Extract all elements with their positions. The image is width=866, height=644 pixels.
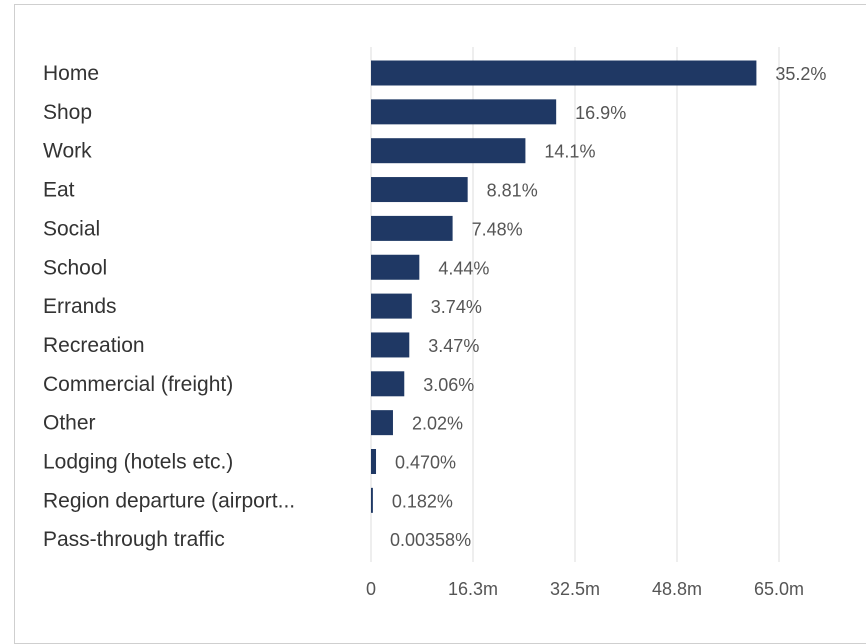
x-tick-label: 16.3m <box>448 579 498 599</box>
value-label: 3.06% <box>423 375 474 395</box>
bar <box>371 254 420 280</box>
bar <box>371 177 468 203</box>
value-label: 7.48% <box>472 219 523 239</box>
bar <box>371 332 410 358</box>
category-label: Eat <box>43 179 75 202</box>
x-tick-label: 0 <box>366 579 376 599</box>
bar <box>371 449 377 474</box>
bars <box>371 60 757 513</box>
category-label: Home <box>43 62 99 85</box>
category-label: Errands <box>43 295 117 318</box>
value-label: 16.9% <box>575 103 626 123</box>
bar <box>371 138 526 164</box>
category-label: Social <box>43 217 100 240</box>
category-label: Recreation <box>43 334 145 357</box>
x-tick-label: 32.5m <box>550 579 600 599</box>
bar <box>371 410 393 436</box>
category-label: Work <box>43 140 92 163</box>
bar <box>371 487 373 513</box>
category-label: Region departure (airport... <box>43 489 295 512</box>
value-label: 3.47% <box>428 336 479 356</box>
category-label: Commercial (freight) <box>43 373 233 396</box>
bar <box>371 293 412 319</box>
category-label: Other <box>43 412 96 435</box>
bar <box>371 371 405 397</box>
value-label: 0.182% <box>392 491 453 511</box>
category-label: Lodging (hotels etc.) <box>43 451 233 474</box>
value-label: 8.81% <box>487 181 538 201</box>
value-labels: 35.2% 16.9% 14.1% 8.81% 7.48% 4.44% 3.74% 3.47%… <box>390 64 826 550</box>
value-label: 4.44% <box>438 258 489 278</box>
category-label: School <box>43 256 107 279</box>
value-label: 35.2% <box>775 64 826 84</box>
bar <box>371 99 557 125</box>
category-label: Shop <box>43 101 92 124</box>
value-label: 2.02% <box>412 414 463 434</box>
x-tick-label: 65.0m <box>754 579 804 599</box>
category-label: Pass-through traffic <box>43 528 225 551</box>
x-axis-ticks: 0 16.3m 32.5m 48.8m 65.0m <box>366 579 804 599</box>
value-label: 0.00358% <box>390 530 471 550</box>
bar <box>371 60 757 86</box>
category-labels: Home Shop Work Eat Social School Errands Recrea… <box>43 62 295 551</box>
value-label: 0.470% <box>395 453 456 473</box>
value-label: 14.1% <box>544 142 595 162</box>
bar <box>371 215 453 241</box>
x-tick-label: 48.8m <box>652 579 702 599</box>
value-label: 3.74% <box>431 297 482 317</box>
